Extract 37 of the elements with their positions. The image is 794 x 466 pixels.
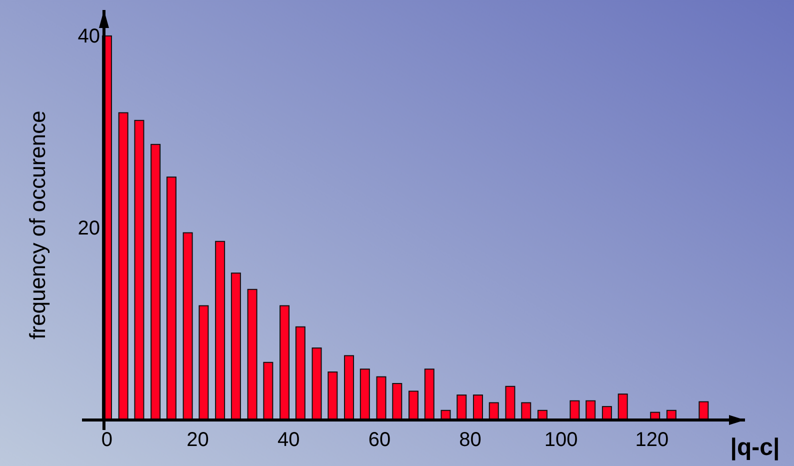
bar	[247, 288, 258, 420]
bar	[328, 371, 338, 420]
bar	[376, 376, 386, 420]
bar	[295, 326, 306, 420]
bar	[166, 176, 176, 420]
bar	[424, 368, 434, 420]
bar	[150, 144, 161, 420]
bar	[586, 400, 596, 420]
x-tick-label: 20	[186, 429, 209, 452]
bar	[134, 120, 144, 420]
bar	[618, 394, 628, 420]
bar	[198, 305, 209, 420]
bar	[118, 112, 128, 420]
bar	[230, 272, 241, 420]
bar	[215, 240, 226, 420]
bar	[472, 394, 483, 420]
x-tick-label: 80	[459, 429, 482, 452]
x-tick-label: 120	[635, 429, 669, 452]
x-tick-label: 0	[101, 429, 113, 452]
bar	[505, 386, 516, 420]
bar	[344, 355, 354, 420]
bar	[488, 402, 499, 420]
bar	[392, 383, 402, 420]
x-tick-label: 40	[277, 429, 300, 452]
x-tick-label: 60	[368, 429, 391, 452]
bar	[521, 402, 532, 420]
y-axis-title: frequency of occurence	[25, 110, 50, 340]
bar	[408, 390, 418, 420]
bar	[182, 232, 193, 420]
bar	[263, 362, 274, 420]
bar	[280, 305, 290, 420]
bar	[570, 400, 580, 420]
bar	[456, 394, 467, 420]
bar	[312, 347, 322, 420]
bar	[360, 368, 370, 420]
x-tick-label: 100	[544, 429, 578, 452]
x-axis-title: |q-c|	[730, 434, 780, 461]
